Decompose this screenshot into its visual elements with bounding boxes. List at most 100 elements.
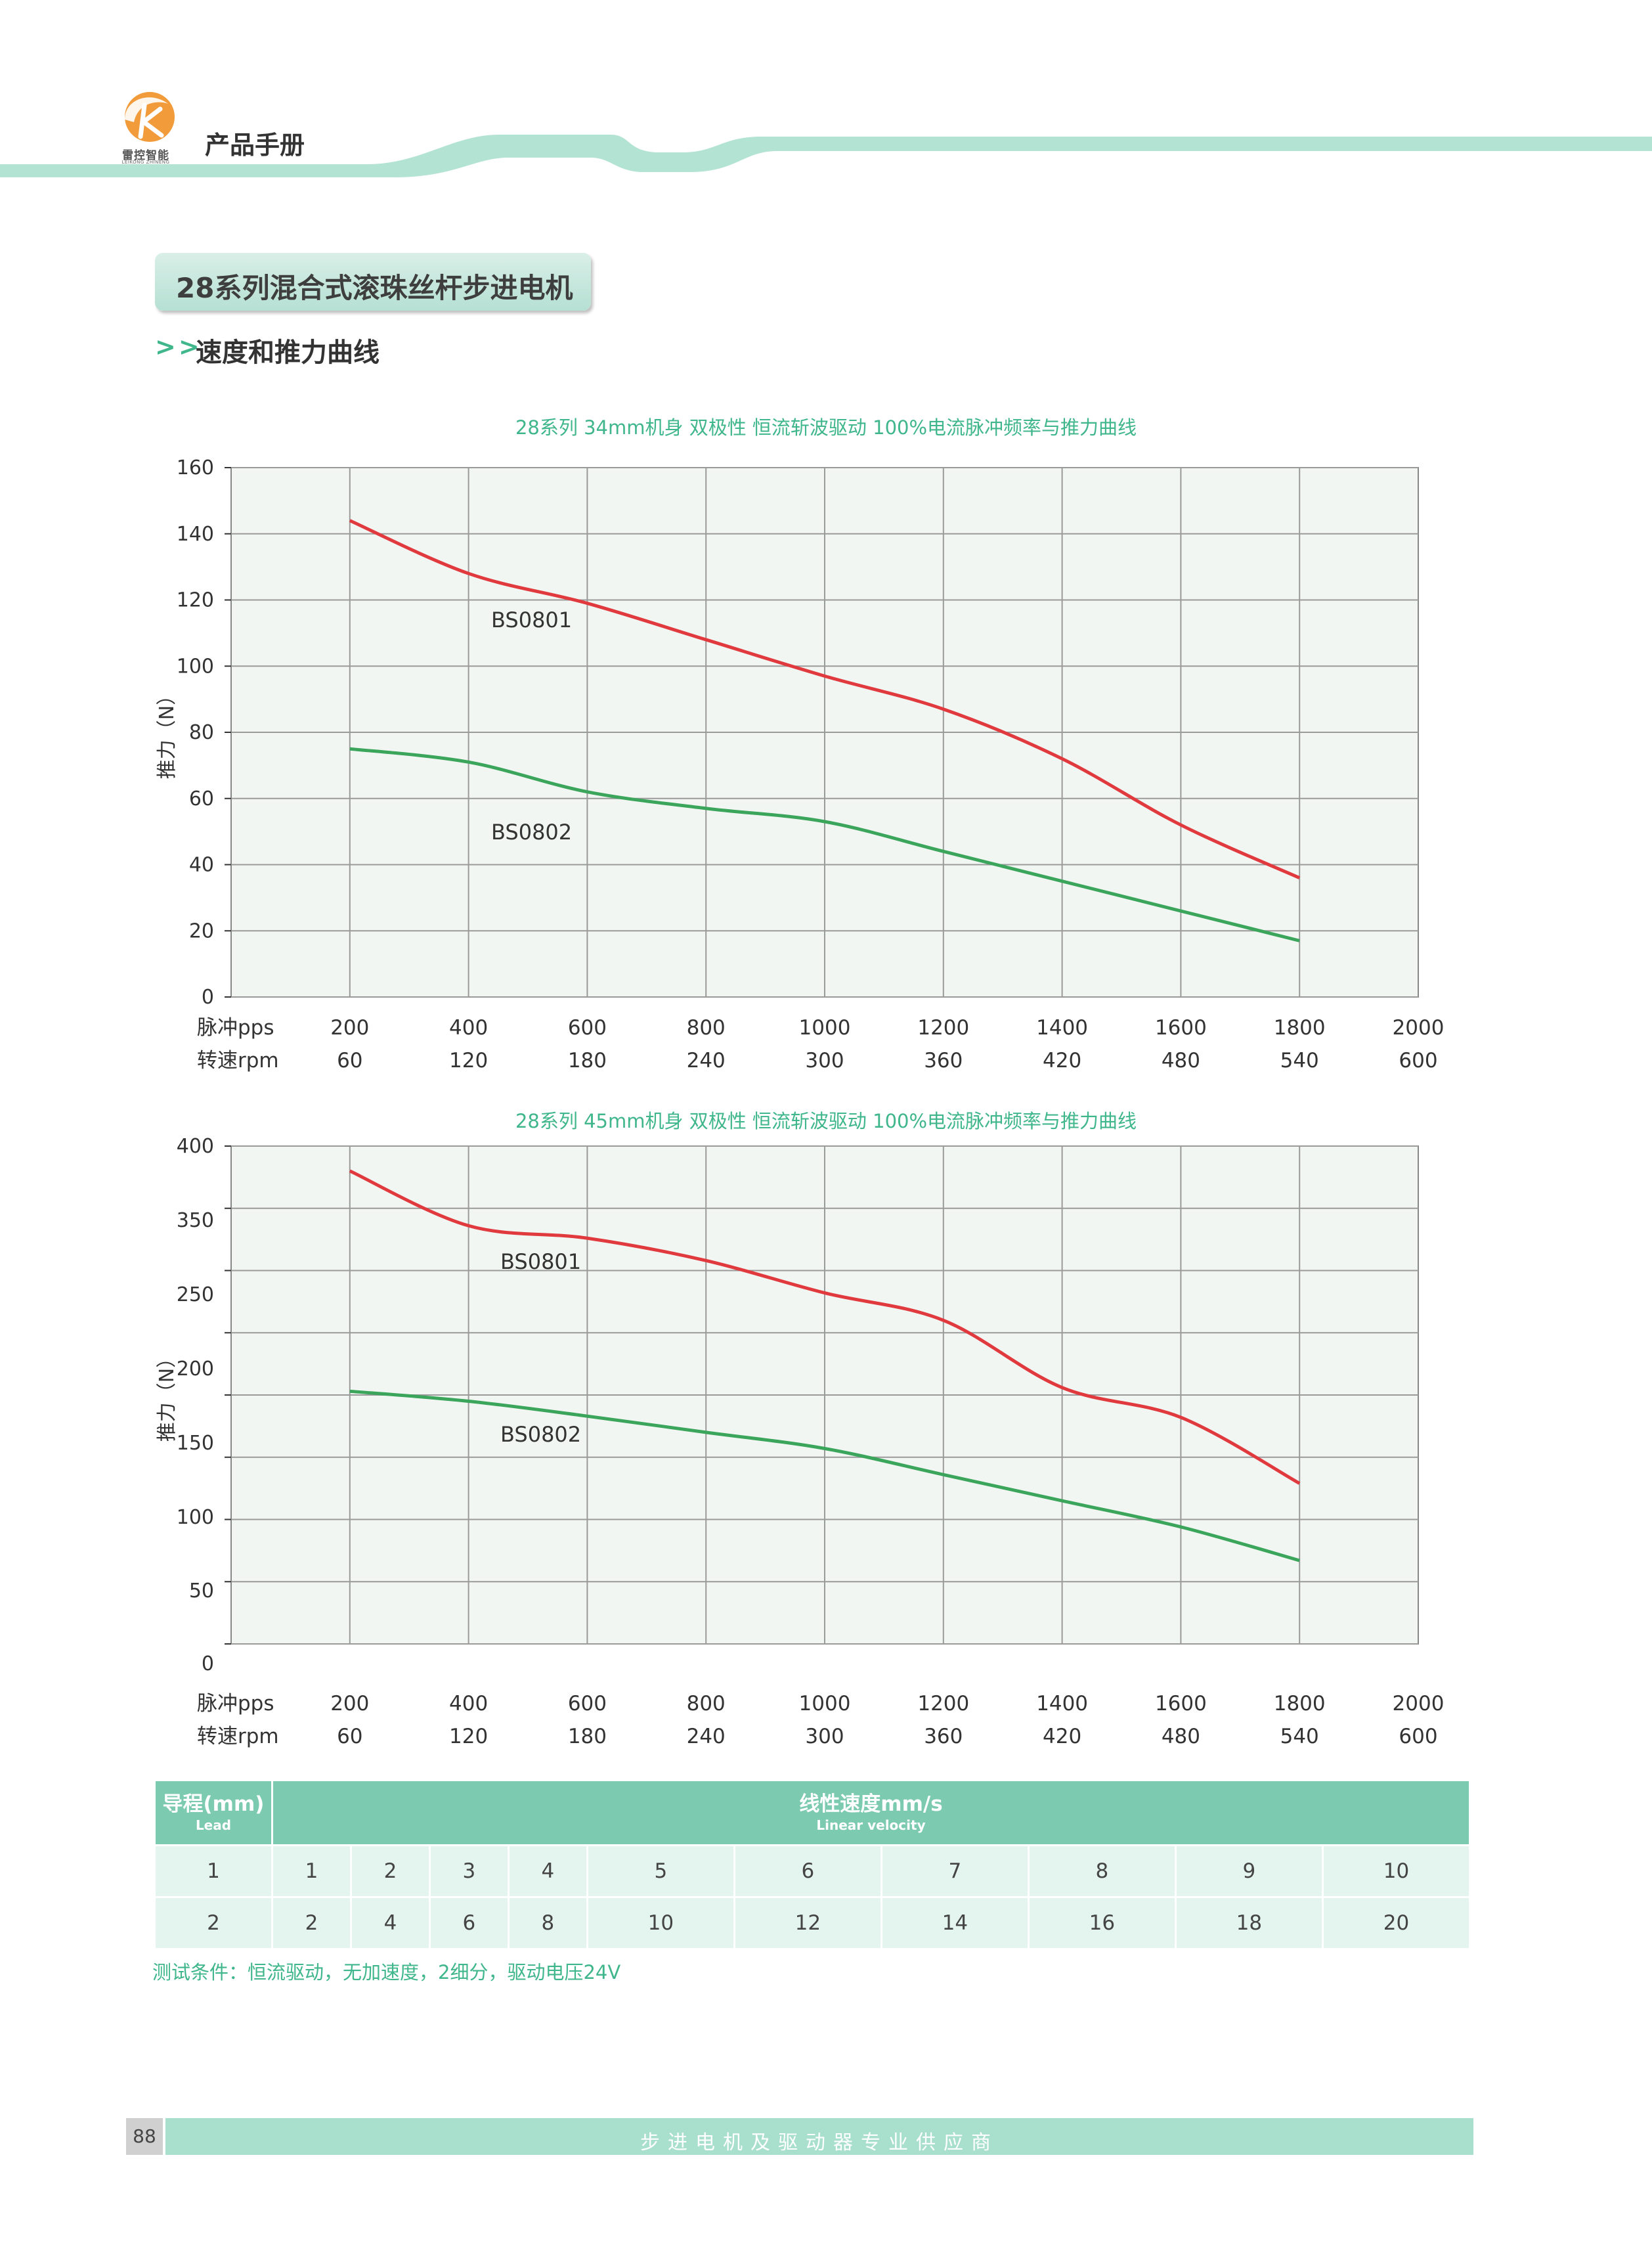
series-label-bs0802: BS0802 bbox=[491, 820, 572, 845]
section-title: 28系列混合式滚珠丝杆步进电机 bbox=[176, 272, 573, 304]
x-tick-label-pps: 600 bbox=[568, 1692, 607, 1716]
x-tick-label-rpm: 360 bbox=[924, 1725, 963, 1748]
x-axis-label-rpm: 转速rpm bbox=[197, 1049, 279, 1073]
y-tick-label: 350 bbox=[177, 1209, 214, 1232]
x-tick-label-pps: 1600 bbox=[1155, 1016, 1207, 1040]
x-tick-label-pps: 1400 bbox=[1036, 1692, 1088, 1716]
table-cell: 9 bbox=[1174, 1844, 1324, 1898]
y-tick-label: 20 bbox=[189, 919, 214, 942]
table-cell: 2 bbox=[271, 1896, 352, 1950]
x-tick-label-pps: 800 bbox=[687, 1016, 726, 1040]
footer-slogan: 步进电机及驱动器专业供应商 bbox=[640, 2131, 999, 2154]
x-tick-label-rpm: 120 bbox=[449, 1049, 488, 1073]
x-axis-label-pps: 脉冲pps bbox=[197, 1692, 274, 1716]
x-tick-label-rpm: 240 bbox=[687, 1049, 726, 1073]
x-tick-label-rpm: 480 bbox=[1162, 1049, 1200, 1073]
x-tick-label-rpm: 180 bbox=[568, 1049, 607, 1073]
x-tick-label-rpm: 360 bbox=[924, 1049, 963, 1073]
section-title-box bbox=[155, 253, 591, 311]
table-cell: 14 bbox=[880, 1896, 1030, 1950]
x-tick-label-rpm: 300 bbox=[805, 1049, 844, 1073]
y-tick-label: 50 bbox=[189, 1580, 214, 1603]
table-cell: 3 bbox=[428, 1844, 510, 1898]
chart-1-title: 28系列 34mm机身 双极性 恒流斩波驱动 100%电流脉冲频率与推力曲线 bbox=[515, 416, 1137, 439]
x-tick-label-pps: 1000 bbox=[799, 1692, 851, 1716]
y-tick-label: 400 bbox=[177, 1135, 214, 1158]
series-label-bs0802: BS0802 bbox=[500, 1422, 581, 1447]
logo-text-en: LEIKONG ZHINENG bbox=[121, 160, 170, 165]
x-tick-label-rpm: 60 bbox=[337, 1725, 362, 1748]
table-cell: 6 bbox=[428, 1896, 510, 1950]
x-tick-label-pps: 200 bbox=[330, 1016, 369, 1040]
series-line-bs0802 bbox=[349, 1389, 1300, 1562]
table-cell: 1 bbox=[271, 1844, 352, 1898]
y-axis-title: 推力（N） bbox=[156, 1348, 179, 1442]
logo-text-cn: 雷控智能 bbox=[122, 149, 169, 162]
table-cell: 2 bbox=[349, 1844, 431, 1898]
lead-header-cell: 导程(mm) Lead bbox=[154, 1779, 273, 1846]
chart-2-title: 28系列 45mm机身 双极性 恒流斩波驱动 100%电流脉冲频率与推力曲线 bbox=[515, 1110, 1137, 1132]
y-tick-label: 0 bbox=[202, 1652, 214, 1675]
y-tick-label: 150 bbox=[177, 1432, 214, 1455]
table-cell: 7 bbox=[880, 1844, 1030, 1898]
velocity-header-en: Linear velocity bbox=[816, 1817, 926, 1833]
lead-header-en: Lead bbox=[195, 1817, 232, 1833]
x-tick-label-rpm: 300 bbox=[805, 1725, 844, 1748]
x-tick-label-pps: 1600 bbox=[1155, 1692, 1207, 1716]
y-tick-label: 160 bbox=[177, 456, 214, 479]
x-axis-label-rpm: 转速rpm bbox=[197, 1725, 279, 1748]
page-number: 88 bbox=[133, 2125, 156, 2147]
series-line-bs0801 bbox=[349, 1169, 1301, 1485]
table-cell: 4 bbox=[349, 1896, 431, 1950]
x-axis-label-pps: 脉冲pps bbox=[197, 1016, 274, 1040]
table-cell: 1 bbox=[154, 1844, 273, 1898]
table-cell: 20 bbox=[1321, 1896, 1471, 1950]
x-tick-label-pps: 1000 bbox=[799, 1016, 851, 1040]
table-cell: 2 bbox=[154, 1896, 273, 1950]
table-row: 1 1 2 3 4 5 6 7 8 9 10 bbox=[154, 1844, 1471, 1898]
y-tick-label: 80 bbox=[189, 721, 214, 744]
company-logo bbox=[125, 92, 175, 142]
velocity-header-cell: 线性速度mm/s Linear velocity bbox=[271, 1779, 1471, 1846]
y-tick-label: 100 bbox=[177, 1506, 214, 1529]
section-subtitle: 速度和推力曲线 bbox=[196, 338, 380, 368]
x-tick-label-rpm: 600 bbox=[1399, 1049, 1437, 1073]
x-tick-label-rpm: 540 bbox=[1280, 1049, 1319, 1073]
table-cell: 5 bbox=[586, 1844, 735, 1898]
x-tick-label-rpm: 420 bbox=[1043, 1725, 1081, 1748]
x-tick-label-rpm: 420 bbox=[1043, 1049, 1081, 1073]
x-tick-label-pps: 1800 bbox=[1274, 1692, 1326, 1716]
y-tick-label: 60 bbox=[189, 787, 214, 810]
velocity-header: 线性速度mm/s bbox=[799, 1792, 943, 1817]
x-tick-label-rpm: 180 bbox=[568, 1725, 607, 1748]
y-tick-label: 120 bbox=[177, 589, 214, 612]
table-cell: 8 bbox=[1027, 1844, 1177, 1898]
x-tick-label-pps: 400 bbox=[449, 1016, 488, 1040]
x-tick-label-pps: 800 bbox=[687, 1692, 726, 1716]
x-tick-label-pps: 1400 bbox=[1036, 1016, 1088, 1040]
chart-2: 0 50 100 150 200 250 350 400 脉冲pps 转速rpm 200 60 400 1… bbox=[156, 1135, 1445, 1748]
y-tick-label: 0 bbox=[202, 986, 214, 1009]
x-tick-label-pps: 1200 bbox=[917, 1016, 969, 1040]
table-cell: 18 bbox=[1174, 1896, 1324, 1950]
x-tick-label-pps: 200 bbox=[330, 1692, 369, 1716]
series-label-bs0801: BS0801 bbox=[500, 1249, 581, 1274]
table-cell: 6 bbox=[733, 1844, 882, 1898]
chart-1: 0 20 40 60 80 100 120 140 160 脉冲pps 转速rpm 200 60 400 1… bbox=[156, 456, 1444, 1073]
x-tick-label-pps: 1200 bbox=[917, 1692, 969, 1716]
x-tick-label-pps: 2000 bbox=[1393, 1692, 1445, 1716]
page-number-box bbox=[126, 2118, 163, 2155]
x-tick-label-pps: 1800 bbox=[1274, 1016, 1326, 1040]
x-tick-label-pps: 600 bbox=[568, 1016, 607, 1040]
y-tick-label: 100 bbox=[177, 655, 214, 678]
x-tick-label-rpm: 540 bbox=[1280, 1725, 1319, 1748]
x-tick-label-pps: 400 bbox=[449, 1692, 488, 1716]
lead-velocity-table: 导程(mm) Lead 线性速度mm/s Linear velocity 1 1… bbox=[154, 1779, 1471, 1950]
lead-header: 导程(mm) bbox=[162, 1792, 265, 1817]
table-cell: 16 bbox=[1027, 1896, 1177, 1950]
y-tick-label: 140 bbox=[177, 523, 214, 546]
table-cell: 10 bbox=[586, 1896, 735, 1950]
table-cell: 4 bbox=[507, 1844, 588, 1898]
test-conditions: 测试条件：恒流驱动，无加速度，2细分，驱动电压24V bbox=[152, 1961, 621, 1983]
x-tick-label-rpm: 600 bbox=[1399, 1725, 1437, 1748]
